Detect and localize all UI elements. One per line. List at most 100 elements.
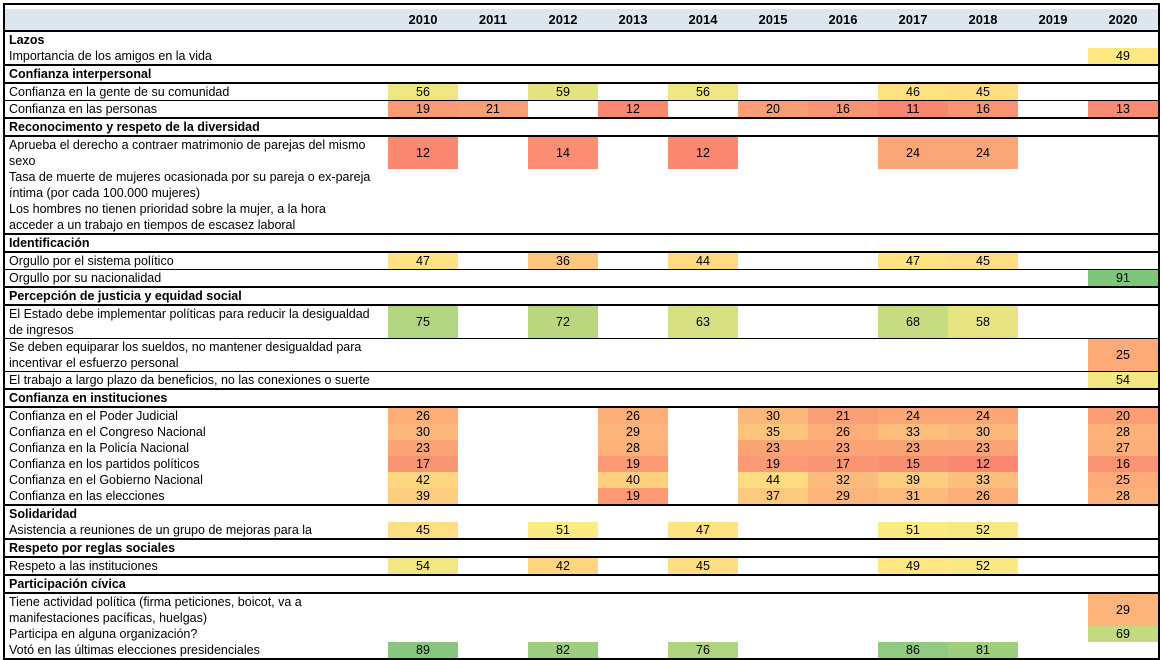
section-header: Solidaridad xyxy=(5,504,1158,522)
year-column-header: 2020 xyxy=(1108,12,1138,27)
empty-cell xyxy=(1088,522,1158,538)
table-row: Confianza en las elecciones 39 19 37 29 31 26 2… xyxy=(5,488,1158,504)
value-cell: 13 xyxy=(1088,101,1158,117)
empty-cell xyxy=(1018,424,1088,440)
empty-cell xyxy=(458,339,528,371)
empty-cell xyxy=(598,372,668,388)
empty-cell xyxy=(388,594,458,626)
empty-cell xyxy=(458,137,528,169)
table-row: El Estado debe implementar políticas par… xyxy=(5,306,1158,339)
empty-cell xyxy=(1018,456,1088,472)
section-header: Reconocimento y respeto de la diversidad xyxy=(5,117,1158,137)
empty-cell xyxy=(388,339,458,371)
value-cell: 45 xyxy=(668,558,738,574)
empty-cell xyxy=(668,408,738,424)
value-cell: 15 xyxy=(878,456,948,472)
empty-cell xyxy=(808,642,878,658)
empty-cell xyxy=(668,424,738,440)
row-label: Confianza en el Gobierno Nacional xyxy=(9,473,203,487)
empty-cell xyxy=(458,558,528,574)
table-row: Votó en las últimas elecciones presidenc… xyxy=(5,642,1158,658)
value-cell: 81 xyxy=(948,642,1018,658)
empty-cell xyxy=(598,270,668,286)
empty-cell xyxy=(458,594,528,626)
table-body: Lazos Importancia de los amigos en la vid… xyxy=(5,32,1158,658)
value-cell: 58 xyxy=(948,306,1018,338)
empty-cell xyxy=(1018,339,1088,371)
empty-cell xyxy=(808,339,878,371)
value-cell: 56 xyxy=(388,84,458,100)
value-cell: 25 xyxy=(1088,339,1158,371)
year-column-header: 2015 xyxy=(758,12,788,27)
value-cell: 39 xyxy=(878,472,948,488)
value-cell: 23 xyxy=(388,440,458,456)
empty-cell xyxy=(528,339,598,371)
header-spacer xyxy=(5,9,388,30)
value-cell: 12 xyxy=(668,137,738,169)
empty-cell xyxy=(598,642,668,658)
table-row: Confianza en los partidos políticos 17 19 1… xyxy=(5,456,1158,472)
empty-cell xyxy=(388,201,458,233)
row-label: Confianza en el Poder Judicial xyxy=(9,409,178,423)
empty-cell xyxy=(388,270,458,286)
value-cell: 54 xyxy=(388,558,458,574)
empty-cell xyxy=(1018,137,1088,169)
empty-cell xyxy=(1018,472,1088,488)
row-label: Orgullo por el sistema político xyxy=(9,254,174,268)
empty-cell xyxy=(528,456,598,472)
empty-cell xyxy=(808,253,878,269)
empty-cell xyxy=(878,626,948,642)
empty-cell xyxy=(458,253,528,269)
table-row: Tiene actividad política (firma peticion… xyxy=(5,594,1158,626)
table-row: Aprueba el derecho a contraer matrimonio… xyxy=(5,137,1158,169)
table-row: Tasa de muerte de mujeres ocasionada por… xyxy=(5,169,1158,201)
section-title: Percepción de justicia y equidad social xyxy=(9,289,242,303)
value-cell: 14 xyxy=(528,137,598,169)
empty-cell xyxy=(1018,558,1088,574)
table-top-spacer xyxy=(5,5,1158,9)
value-cell: 16 xyxy=(948,101,1018,117)
empty-cell xyxy=(878,372,948,388)
value-cell: 36 xyxy=(528,253,598,269)
row-label: Asistencia a reuniones de un grupo de me… xyxy=(9,523,312,537)
empty-cell xyxy=(598,253,668,269)
empty-cell xyxy=(1088,253,1158,269)
empty-cell xyxy=(598,48,668,64)
value-cell: 21 xyxy=(808,408,878,424)
empty-cell xyxy=(1088,558,1158,574)
empty-cell xyxy=(808,48,878,64)
empty-cell xyxy=(528,626,598,642)
value-cell: 51 xyxy=(878,522,948,538)
value-cell: 76 xyxy=(668,642,738,658)
value-cell: 19 xyxy=(388,101,458,117)
value-cell: 16 xyxy=(1088,456,1158,472)
empty-cell xyxy=(808,306,878,338)
empty-cell xyxy=(668,101,738,117)
table-row: Importancia de los amigos en la vida 49 xyxy=(5,48,1158,64)
empty-cell xyxy=(528,408,598,424)
empty-cell xyxy=(1018,169,1088,201)
section-header: Participación cívica xyxy=(5,574,1158,594)
empty-cell xyxy=(948,169,1018,201)
empty-cell xyxy=(808,169,878,201)
empty-cell xyxy=(668,440,738,456)
table-row: Confianza en la gente de su comunidad 56 5… xyxy=(5,84,1158,101)
table-row: Confianza en el Congreso Nacional 30 29 35 2… xyxy=(5,424,1158,440)
empty-cell xyxy=(388,48,458,64)
empty-cell xyxy=(738,558,808,574)
value-cell: 49 xyxy=(1088,48,1158,64)
empty-cell xyxy=(528,440,598,456)
empty-cell xyxy=(1088,201,1158,233)
empty-cell xyxy=(738,339,808,371)
empty-cell xyxy=(1018,270,1088,286)
value-cell: 40 xyxy=(598,472,668,488)
empty-cell xyxy=(388,372,458,388)
value-cell: 32 xyxy=(808,472,878,488)
section-header: Lazos xyxy=(5,32,1158,48)
empty-cell xyxy=(948,48,1018,64)
value-cell: 91 xyxy=(1088,270,1158,286)
empty-cell xyxy=(458,84,528,100)
table-row: El trabajo a largo plazo da beneficios, … xyxy=(5,372,1158,388)
empty-cell xyxy=(458,642,528,658)
value-cell: 63 xyxy=(668,306,738,338)
